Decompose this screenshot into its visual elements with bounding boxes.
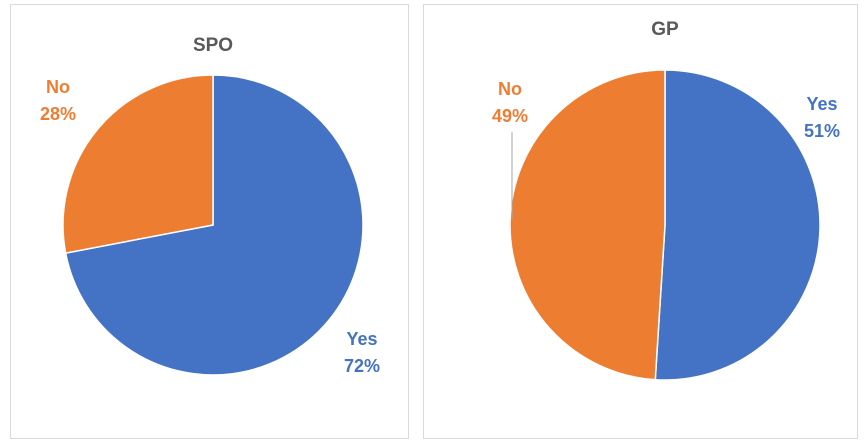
value-label: 49%	[492, 106, 528, 126]
chart-title: SPO	[193, 35, 233, 56]
value-label: 51%	[804, 121, 840, 141]
pie-slice	[654, 69, 821, 381]
pie-slice	[64, 74, 364, 376]
slice-label: No	[498, 79, 522, 99]
slice-label: Yes	[346, 329, 377, 349]
value-label: 72%	[344, 356, 380, 376]
slice-label: No	[46, 77, 70, 97]
pie-slice	[62, 74, 214, 254]
pie-slice	[509, 69, 666, 381]
slice-label: Yes	[806, 94, 837, 114]
chart-title: GP	[651, 19, 679, 40]
value-label: 28%	[40, 104, 76, 124]
